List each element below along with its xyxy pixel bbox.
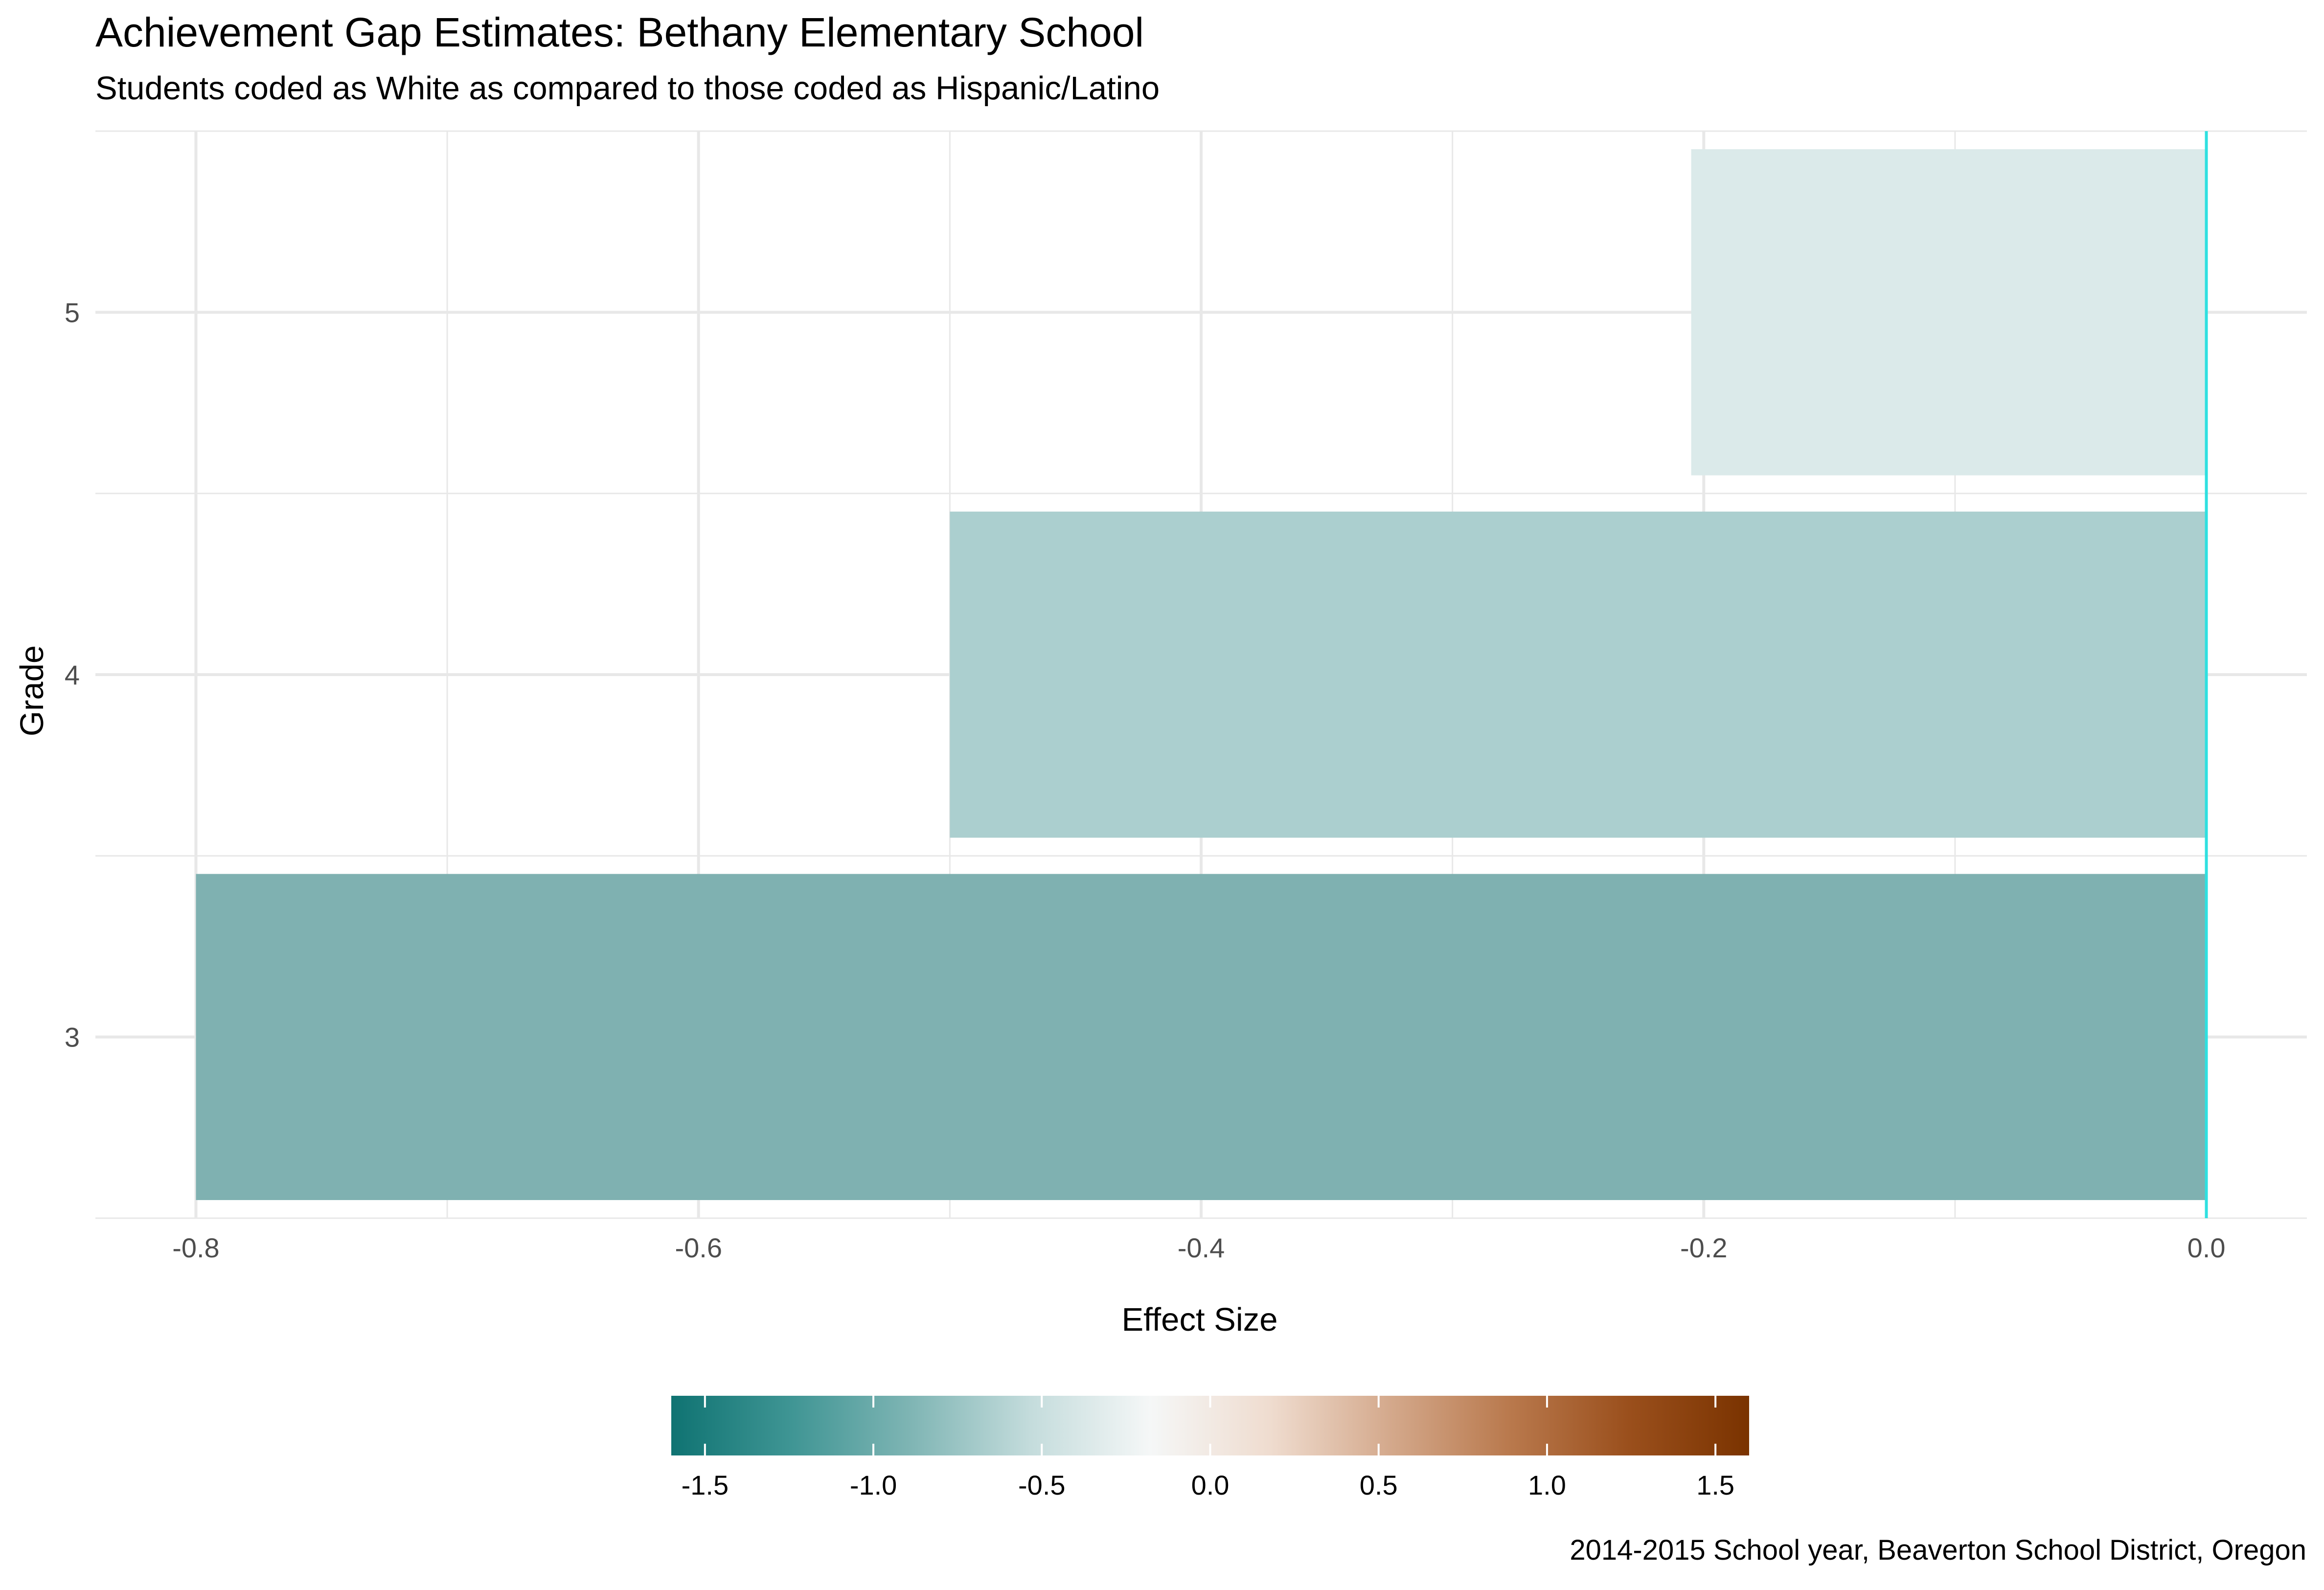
colorbar-tick-label: -1.0: [850, 1470, 897, 1500]
colorbar-tick-label: 0.0: [1191, 1470, 1230, 1500]
y-tick-label: 3: [65, 1022, 80, 1053]
colorbar-tick-label: 1.0: [1528, 1470, 1566, 1500]
x-tick-label: -0.2: [1680, 1232, 1728, 1263]
chart-subtitle: Students coded as White as compared to t…: [95, 70, 1160, 107]
y-axis-title: Grade: [14, 645, 50, 736]
x-tick-label: 0.0: [2187, 1232, 2226, 1263]
colorbar-tick-label: 1.5: [1696, 1470, 1734, 1500]
colorbar-tick-label: -1.5: [682, 1470, 729, 1500]
colorbar-tick-label: -0.5: [1018, 1470, 1066, 1500]
y-tick-label: 5: [65, 297, 80, 328]
x-tick-label: -0.8: [172, 1232, 220, 1263]
chart-title: Achievement Gap Estimates: Bethany Eleme…: [95, 9, 1144, 55]
color-legend: -1.5 -1.0 -0.5 0.0 0.5 1.0 1.5: [671, 1396, 1749, 1500]
bar-grade-5: [1691, 149, 2207, 476]
bar-grade-4: [950, 511, 2207, 838]
bar-grade-3: [196, 874, 2207, 1200]
bars: [196, 149, 2207, 1200]
y-axis-ticks: 3 4 5: [65, 297, 80, 1052]
colorbar-tick-label: 0.5: [1360, 1470, 1398, 1500]
chart-caption: 2014-2015 School year, Beaverton School …: [1570, 1534, 2306, 1566]
x-tick-label: -0.6: [675, 1232, 722, 1263]
x-axis-title: Effect Size: [1121, 1301, 1277, 1338]
y-tick-label: 4: [65, 659, 80, 690]
x-tick-label: -0.4: [1178, 1232, 1225, 1263]
x-axis-ticks: -0.8 -0.6 -0.4 -0.2 0.0: [172, 1232, 2225, 1263]
